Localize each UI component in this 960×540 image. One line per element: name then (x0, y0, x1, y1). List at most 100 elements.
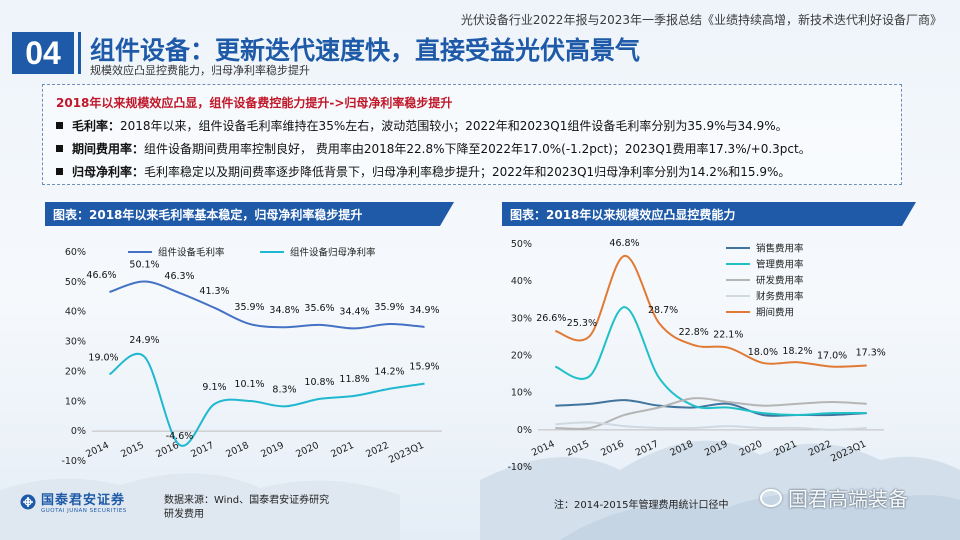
x-tick-label: 2016 (599, 439, 626, 459)
y-tick-label: 10% (511, 388, 532, 399)
series-line-0 (109, 280, 425, 330)
y-tick-label: 0% (517, 425, 532, 436)
summary-bullet-net-margin: 归母净利率： 毛利率稳定以及期间费率逐步降低背景下，归母净利率稳步提升；2022… (56, 163, 790, 180)
x-tick-label: 2021 (329, 440, 356, 460)
x-tick-label: 2017 (189, 440, 216, 460)
data-label: 10.8% (304, 377, 334, 388)
x-tick-label: 2017 (634, 439, 661, 459)
y-tick-label: -10% (61, 456, 86, 467)
legend-label: 研发费用率 (756, 275, 804, 287)
source-line-2: 研发费用 (164, 509, 204, 520)
y-tick-label: 50% (65, 277, 86, 288)
legend-label: 销售费用率 (756, 243, 804, 255)
summary-bullet-expense-rate: 期间费用率： 组件设备期间费用率控制良好， 费用率由2018年22.8%下降至2… (56, 140, 811, 157)
y-tick-label: 40% (65, 307, 86, 318)
logo-name-cn: 国泰君安证券 (41, 493, 126, 508)
y-tick-label: 60% (65, 247, 86, 258)
data-label: 8.3% (272, 384, 296, 395)
expense-rate-chart: 50% 40% 30% 20% 10% 0% -10% 2014 2015 2016 2017 201… (507, 238, 886, 473)
bullet-text: 组件设备期间费用率控制良好， 费用率由2018年22.8%下降至2022年17.… (144, 142, 811, 156)
watermark: 国君高端装备 (760, 483, 908, 512)
series-line-1 (554, 306, 867, 416)
data-label: 19.0% (88, 352, 118, 363)
series-line-1 (108, 353, 425, 447)
legend-label: 组件设备归母净利率 (290, 247, 376, 259)
y-tick-label: 30% (65, 337, 86, 348)
summary-headline: 2018年以来规模效应凸显，组件设备费控能力提升->归母净利率稳步提升 (56, 96, 453, 110)
summary-box: 2018年以来规模效应凸显，组件设备费控能力提升->归母净利率稳步提升 毛利率：… (42, 84, 902, 185)
data-label: 35.9% (374, 302, 404, 313)
data-label: 17.0% (817, 351, 847, 362)
data-label: 17.3% (856, 348, 886, 359)
logo-emblem-icon (20, 494, 36, 509)
bullet-text: 2018年以来，组件设备毛利率维持在35%左右，波动范围较小；2022年和202… (120, 119, 788, 133)
data-label: 18.0% (748, 347, 778, 358)
x-tick-label: 2014 (530, 439, 557, 459)
data-label: 18.2% (782, 346, 812, 357)
y-tick-label: 40% (511, 276, 532, 287)
data-label: 24.9% (129, 335, 159, 346)
y-tick-label: -10% (507, 462, 532, 473)
series-line-3 (555, 421, 867, 431)
y-tick-label: 30% (511, 313, 532, 324)
source-line-1: 数据来源：Wind、国泰君安证券研究 (164, 495, 330, 506)
data-label: 50.1% (129, 260, 159, 271)
bullet-square-icon (56, 122, 63, 129)
page-subtitle: 规模效应凸显控费能力，归母净利率稳步提升 (90, 64, 310, 77)
data-label: 22.8% (679, 327, 709, 338)
data-label: 15.9% (409, 362, 439, 373)
x-tick-label: 2020 (294, 440, 321, 460)
data-label: 35.9% (234, 302, 264, 313)
y-tick-label: 50% (511, 239, 532, 250)
data-label: 34.8% (269, 305, 299, 316)
x-tick-label: 2015 (565, 439, 592, 459)
watermark-text: 国君高端装备 (788, 487, 908, 511)
data-label: -4.6% (166, 431, 194, 442)
data-label: 28.7% (648, 305, 678, 316)
chart-note: 注：2014-2015年管理费用统计口径中 (554, 500, 729, 511)
x-tick-label: 2021 (772, 439, 799, 459)
data-label: 11.8% (339, 374, 369, 385)
company-logo: 国泰君安证券 GUOTAI JUNAN SECURITIES (20, 489, 127, 514)
wechat-icon (760, 488, 782, 507)
data-label: 25.3% (567, 318, 597, 329)
x-tick-label: 2015 (119, 440, 146, 460)
bullet-term: 期间费用率： (72, 142, 145, 156)
x-tick-label: 2019 (259, 440, 286, 460)
x-tick-label: 2014 (84, 440, 111, 460)
legend-label: 组件设备毛利率 (158, 247, 225, 259)
bullet-text: 毛利率稳定以及期间费率逐步降低背景下，归母净利率稳步提升；2022年和2023Q… (144, 165, 791, 179)
legend-label: 管理费用率 (756, 259, 804, 271)
y-tick-label: 20% (65, 366, 86, 377)
data-label: 35.6% (304, 303, 334, 314)
x-tick-label: 2018 (668, 439, 695, 459)
data-label: 46.8% (609, 238, 639, 249)
y-tick-label: 0% (71, 426, 86, 437)
left-chart-header: 图表：2018年以来毛利率基本稳定，归母净利率稳步提升 (45, 202, 454, 226)
x-tick-label: 2023Q1 (829, 439, 868, 465)
section-number: 04 (12, 32, 74, 74)
x-tick-label: 2020 (738, 439, 765, 459)
data-source: 数据来源：Wind、国泰君安证券研究 研发费用 (164, 494, 329, 522)
logo-name-en: GUOTAI JUNAN SECURITIES (41, 508, 127, 514)
data-label: 22.1% (713, 330, 743, 341)
bullet-square-icon (56, 168, 63, 175)
data-label: 34.9% (409, 305, 439, 316)
right-chart-header: 图表：2018年以来规模效应凸显控费能力 (502, 202, 916, 226)
report-title: 光伏设备行业2022年报与2023年一季报总结《业绩持续高增，新技术迭代利好设备… (460, 13, 942, 27)
background-mountains (0, 440, 960, 540)
data-label: 46.3% (164, 271, 194, 282)
legend-label: 财务费用率 (756, 291, 804, 303)
legend-label: 期间费用 (756, 307, 794, 319)
page-title: 组件设备：更新迭代速度快，直接受益光伏高景气 (90, 36, 641, 65)
section-divider (78, 32, 81, 74)
margin-chart: 60%50%40%30%20%10%0%-10%2014 2015 2016 2017… (61, 247, 442, 467)
series-line-4 (554, 254, 867, 368)
x-tick-label: 2023Q1 (387, 440, 426, 466)
y-tick-label: 20% (511, 351, 532, 362)
bullet-term: 归母净利率： (72, 165, 145, 179)
data-label: 26.6% (536, 313, 566, 324)
data-label: 41.3% (199, 286, 229, 297)
series-line-2 (555, 397, 867, 430)
summary-bullet-gross-margin: 毛利率： 2018年以来，组件设备毛利率维持在35%左右，波动范围较小；2022… (56, 117, 788, 134)
